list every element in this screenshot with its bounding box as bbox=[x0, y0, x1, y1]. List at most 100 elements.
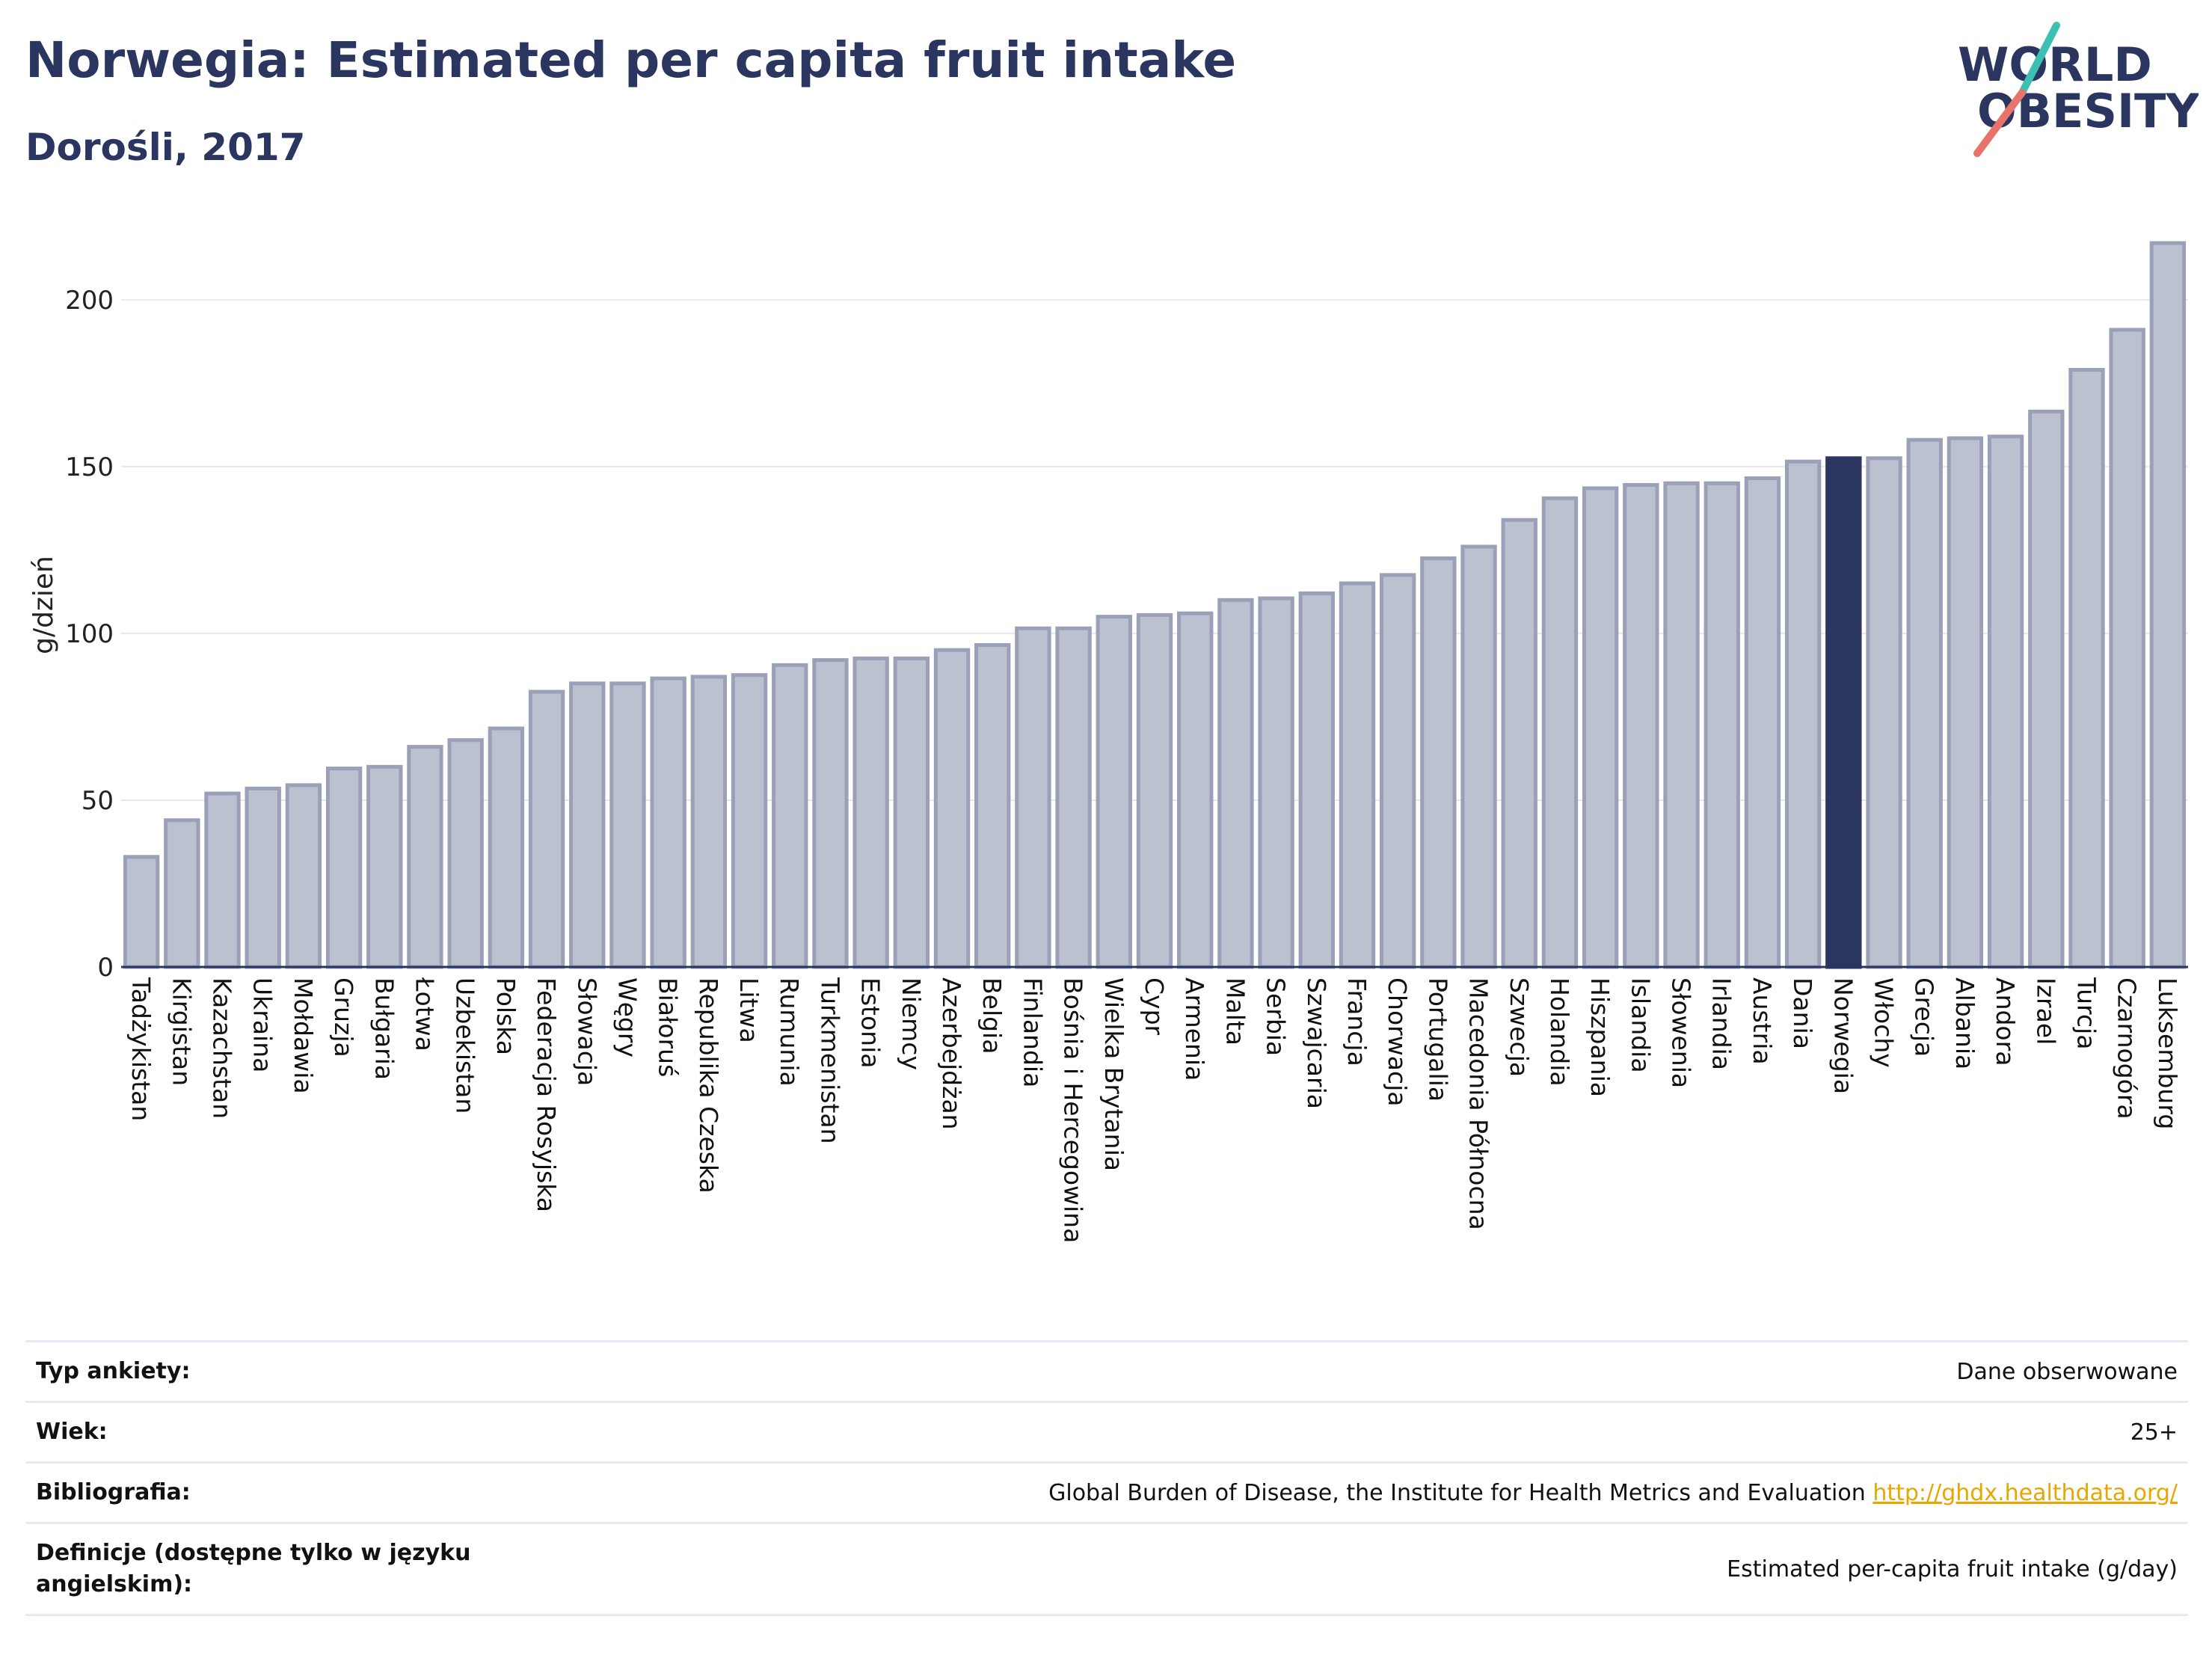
x-tick-label: Włochy bbox=[1870, 977, 1899, 1068]
bar bbox=[1947, 436, 1984, 969]
x-tick-label: Armenia bbox=[1180, 977, 1209, 1081]
info-table: Typ ankiety: Dane obserwowane Wiek: 25+ … bbox=[25, 1340, 2188, 1616]
x-tick-label: Turkmenistan bbox=[815, 977, 844, 1144]
x-tick-label: Kazachstan bbox=[207, 977, 236, 1119]
bar bbox=[1258, 596, 1294, 969]
x-tick-label: Tadżykistan bbox=[126, 977, 156, 1121]
bar bbox=[325, 767, 363, 969]
bar bbox=[1136, 612, 1173, 969]
bar bbox=[1663, 481, 1700, 969]
y-tick-label: 150 bbox=[65, 452, 114, 482]
x-tick-label: Bułgaria bbox=[369, 977, 399, 1080]
x-tick-label: Ukraina bbox=[248, 977, 277, 1072]
x-tick-label: Finlandia bbox=[1018, 977, 1047, 1087]
x-tick-label: Rumunia bbox=[775, 977, 804, 1087]
bar-chart: 0 50 100 150 200 g/dzień Tadżykistan Kirgistan K… bbox=[28, 241, 2188, 1243]
x-tick-label: Islandia bbox=[1626, 977, 1655, 1073]
info-key: Definicje (dostępne tylko w języku angie… bbox=[36, 1540, 471, 1597]
x-tick-label: Norwegia bbox=[1828, 977, 1858, 1094]
x-tick-label: Bośnia i Hercegowina bbox=[1059, 977, 1088, 1243]
bar bbox=[447, 738, 484, 969]
bar bbox=[2149, 241, 2187, 969]
x-tick-label: Słowenia bbox=[1667, 977, 1696, 1088]
bar bbox=[1420, 556, 1457, 969]
x-tick-label: Litwa bbox=[734, 977, 764, 1043]
logo-line1: WORLD bbox=[1958, 37, 2152, 92]
x-tick-label: Łotwa bbox=[410, 977, 439, 1051]
info-value: 25+ bbox=[2130, 1419, 2178, 1446]
x-tick-label: Polska bbox=[491, 977, 520, 1055]
bar bbox=[1055, 626, 1092, 969]
bar bbox=[812, 658, 849, 969]
bar bbox=[1623, 482, 1659, 969]
logo-teal-stroke bbox=[2018, 22, 2060, 96]
bar bbox=[1217, 598, 1254, 969]
bibliography-link[interactable]: http://ghdx.healthdata.org/ bbox=[1872, 1479, 2178, 1506]
x-tick-label: Mołdawia bbox=[289, 977, 318, 1094]
bar bbox=[569, 681, 606, 969]
bibliography-text: Global Burden of Disease, the Institute … bbox=[1048, 1479, 1866, 1506]
bar bbox=[1015, 626, 1051, 969]
x-tick-label: Cypr bbox=[1140, 977, 1169, 1036]
info-row-age: Wiek: 25+ bbox=[25, 1401, 2188, 1463]
x-tick-label: Białoruś bbox=[654, 977, 683, 1077]
bar bbox=[852, 656, 889, 969]
x-tick-label: Francja bbox=[1342, 977, 1371, 1066]
x-tick-label: Kirgistan bbox=[167, 977, 196, 1086]
bar bbox=[650, 676, 686, 969]
bar bbox=[1460, 544, 1497, 969]
x-tick-label: Węgry bbox=[612, 977, 642, 1057]
x-tick-label: Szwecja bbox=[1505, 977, 1534, 1077]
bar bbox=[204, 791, 241, 969]
bar bbox=[1339, 581, 1376, 969]
bar bbox=[731, 673, 768, 969]
bar bbox=[1906, 437, 1943, 969]
info-key: Bibliografia: bbox=[36, 1479, 191, 1505]
x-tick-label: Federacja Rosyjska bbox=[532, 977, 561, 1212]
bar bbox=[1866, 456, 1902, 969]
bar bbox=[1096, 615, 1132, 969]
bar bbox=[893, 656, 930, 969]
logo-coral-stroke bbox=[1973, 89, 2026, 157]
bar bbox=[609, 681, 646, 969]
bar bbox=[407, 745, 443, 969]
info-key: Wiek: bbox=[36, 1419, 108, 1445]
x-tick-label: Irlandia bbox=[1707, 977, 1736, 1070]
logo-line2: OBESITY bbox=[1977, 84, 2199, 138]
bar bbox=[933, 648, 971, 969]
x-tick-label: Holandia bbox=[1545, 977, 1574, 1087]
x-tick-label: Austria bbox=[1748, 977, 1777, 1065]
x-tick-label: Republika Czeska bbox=[694, 977, 723, 1194]
bar bbox=[974, 643, 1011, 969]
x-tick-label: Macedonia Północna bbox=[1464, 977, 1493, 1230]
bar bbox=[1501, 518, 1537, 969]
x-tick-label: Uzbekistan bbox=[451, 977, 480, 1114]
x-tick-label: Chorwacja bbox=[1383, 977, 1412, 1106]
bar bbox=[2109, 328, 2145, 969]
x-tick-label: Portugalia bbox=[1423, 977, 1452, 1102]
bar bbox=[123, 855, 160, 969]
x-tick-label: Gruzja bbox=[329, 977, 358, 1057]
info-row-survey-type: Typ ankiety: Dane obserwowane bbox=[25, 1341, 2188, 1402]
x-tick-label: Albania bbox=[1950, 977, 1979, 1069]
bar bbox=[164, 818, 200, 969]
chart-title: Norwegia: Estimated per capita fruit int… bbox=[25, 31, 1237, 89]
bar bbox=[1298, 591, 1335, 969]
bar bbox=[488, 726, 525, 969]
x-tick-label: Turcja bbox=[2072, 977, 2101, 1049]
x-tick-label: Hiszpania bbox=[1585, 977, 1615, 1097]
info-row-bibliography: Bibliografia: Global Burden of Disease, … bbox=[25, 1462, 2188, 1523]
y-tick-label: 200 bbox=[65, 286, 114, 316]
bar bbox=[1379, 573, 1416, 969]
bar bbox=[1744, 476, 1781, 969]
info-value: Estimated per-capita fruit intake (g/day… bbox=[1727, 1556, 2178, 1582]
bar bbox=[528, 690, 565, 969]
bar bbox=[2028, 409, 2065, 969]
y-axis-label: g/dzień bbox=[28, 556, 59, 654]
bar bbox=[1987, 435, 2024, 969]
x-tick-label: Niemcy bbox=[897, 977, 926, 1070]
bar bbox=[2068, 368, 2105, 969]
x-tick-label: Estonia bbox=[856, 977, 885, 1068]
x-tick-label: Dania bbox=[1788, 977, 1817, 1049]
bar bbox=[1177, 611, 1214, 969]
